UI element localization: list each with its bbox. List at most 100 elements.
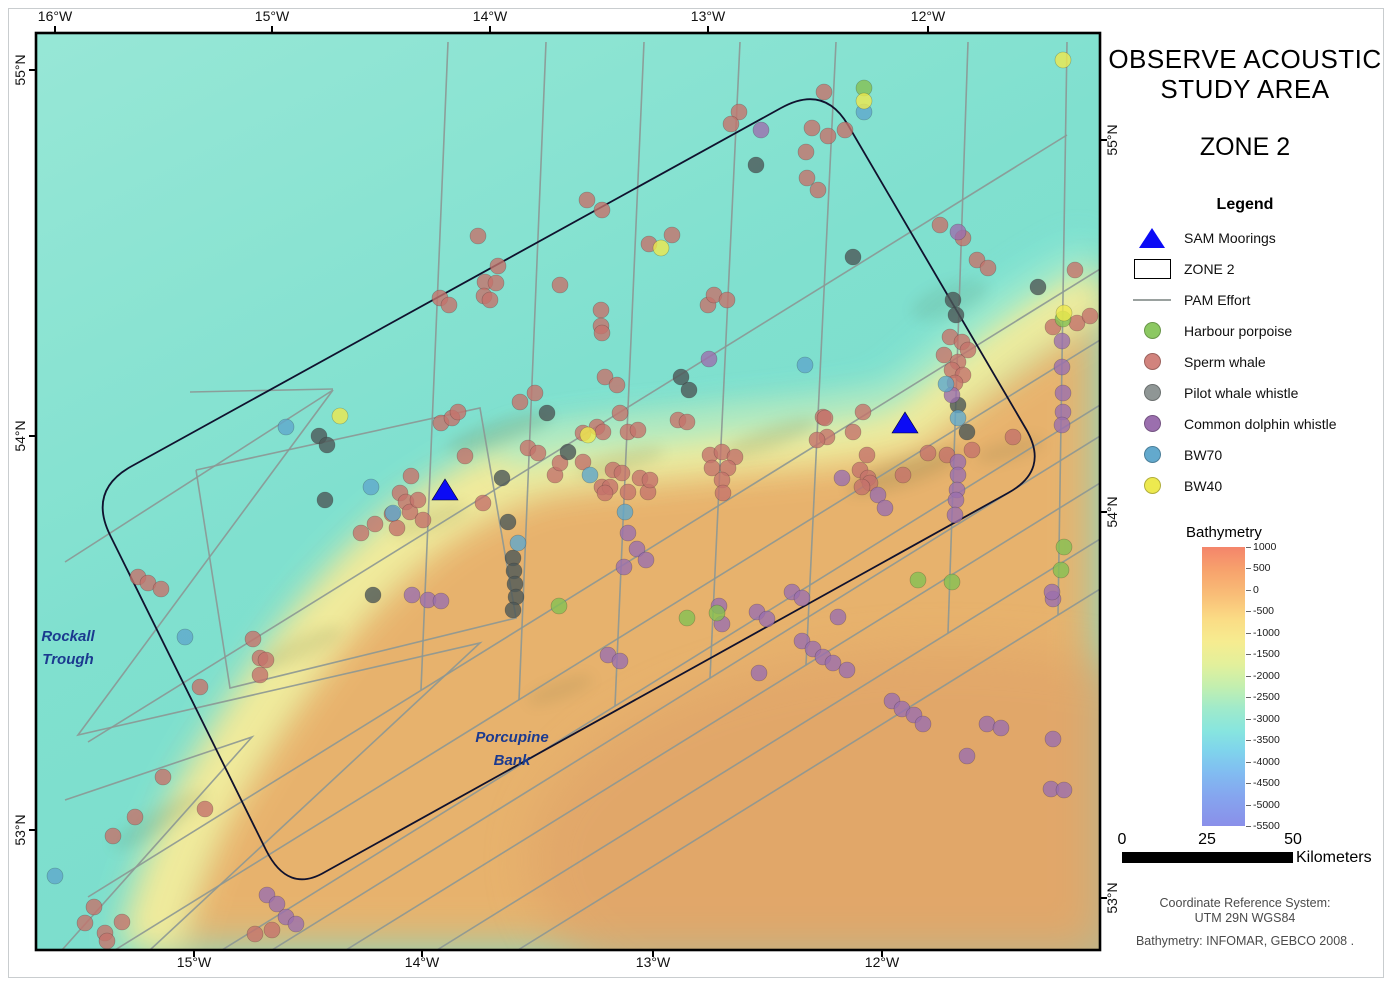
bathymetry-scale-value: 1000 bbox=[1253, 541, 1276, 553]
legend-item-label: Common dolphin whistle bbox=[1184, 416, 1337, 432]
sighting-dot-dolphin bbox=[620, 525, 636, 541]
sighting-dot-sperm bbox=[127, 809, 143, 825]
sighting-dot-sperm bbox=[264, 922, 280, 938]
sighting-dot-sperm bbox=[530, 445, 546, 461]
sighting-dot-bw40 bbox=[1056, 305, 1072, 321]
sighting-dot-sperm bbox=[1067, 262, 1083, 278]
legend-item-label: SAM Moorings bbox=[1184, 230, 1276, 246]
sighting-dot-sperm bbox=[609, 377, 625, 393]
sighting-dot-dolphin bbox=[1045, 731, 1061, 747]
page-title-line1: OBSERVE ACOUSTIC bbox=[1104, 44, 1386, 75]
legend-item-label: ZONE 2 bbox=[1184, 261, 1235, 277]
sighting-dot-dolphin bbox=[959, 748, 975, 764]
sighting-dot-dolphin bbox=[839, 662, 855, 678]
sighting-dot-porpoise bbox=[1053, 562, 1069, 578]
legend-item-sperm: Sperm whale bbox=[1126, 346, 1388, 377]
axis-label-top: 13°W bbox=[691, 8, 725, 24]
scale-bar-value: 25 bbox=[1198, 831, 1216, 849]
sighting-dot-sperm bbox=[595, 424, 611, 440]
bw40-swatch-icon bbox=[1126, 477, 1178, 494]
sighting-dot-sperm bbox=[245, 631, 261, 647]
bathymetry-scale-value: -3500 bbox=[1253, 734, 1280, 746]
bathymetry-scale-tick bbox=[1246, 826, 1251, 827]
sighting-dot-sperm bbox=[932, 217, 948, 233]
sighting-dot-sperm bbox=[679, 414, 695, 430]
sighting-dot-sperm bbox=[594, 202, 610, 218]
sighting-dot-sperm bbox=[490, 258, 506, 274]
sighting-dot-sperm bbox=[552, 277, 568, 293]
bathymetry-scale-tick bbox=[1246, 719, 1251, 720]
sighting-dot-sperm bbox=[855, 404, 871, 420]
sighting-dot-porpoise bbox=[944, 574, 960, 590]
axis-tick bbox=[29, 69, 36, 71]
legend-item-zone2: ZONE 2 bbox=[1126, 253, 1388, 284]
sighting-dot-dolphin bbox=[701, 351, 717, 367]
legend-item-porpoise: Harbour porpoise bbox=[1126, 315, 1388, 346]
sighting-dot-pilot bbox=[748, 157, 764, 173]
moorings-swatch-icon bbox=[1126, 228, 1178, 248]
zone2-swatch-icon bbox=[1126, 259, 1178, 279]
sighting-dot-sperm bbox=[86, 899, 102, 915]
place-label: RockallTrough bbox=[41, 625, 94, 671]
bathymetry-scale-tick bbox=[1246, 740, 1251, 741]
sighting-dot-sperm bbox=[1005, 429, 1021, 445]
sighting-dot-sperm bbox=[77, 915, 93, 931]
bw70-swatch-icon bbox=[1126, 446, 1178, 463]
axis-label-left: 54°N bbox=[12, 420, 28, 451]
bathymetry-scale-value: 500 bbox=[1253, 562, 1271, 574]
bathymetry-scale-tick bbox=[1246, 697, 1251, 698]
dolphin-swatch-icon bbox=[1126, 415, 1178, 432]
sighting-dot-sperm bbox=[799, 170, 815, 186]
sighting-dot-bw70 bbox=[278, 419, 294, 435]
sighting-dot-dolphin bbox=[1055, 385, 1071, 401]
axis-tick bbox=[421, 950, 423, 957]
axis-tick bbox=[489, 26, 491, 33]
axis-tick bbox=[1100, 511, 1107, 513]
bathymetry-scale-tick bbox=[1246, 762, 1251, 763]
scale-bar-value: 50 bbox=[1284, 831, 1302, 849]
sighting-dot-sperm bbox=[719, 292, 735, 308]
sighting-dot-porpoise bbox=[1056, 539, 1072, 555]
legend-item-label: Pilot whale whistle bbox=[1184, 385, 1298, 401]
sighting-dot-sperm bbox=[192, 679, 208, 695]
bathymetry-scale-tick bbox=[1246, 611, 1251, 612]
sighting-dot-sperm bbox=[715, 485, 731, 501]
sighting-dot-pilot bbox=[681, 382, 697, 398]
bathymetry-scale-tick bbox=[1246, 654, 1251, 655]
sighting-dot-sperm bbox=[155, 769, 171, 785]
sighting-dot-dolphin bbox=[948, 492, 964, 508]
sighting-dot-dolphin bbox=[1054, 417, 1070, 433]
sighting-dot-sperm bbox=[859, 447, 875, 463]
sighting-dot-sperm bbox=[642, 472, 658, 488]
sighting-dot-sperm bbox=[252, 667, 268, 683]
sighting-dot-bw40 bbox=[856, 93, 872, 109]
axis-label-top: 14°W bbox=[473, 8, 507, 24]
sighting-dot-pilot bbox=[539, 405, 555, 421]
source-text: Bathymetry: INFOMAR, GEBCO 2008 . bbox=[1104, 934, 1386, 948]
bathymetry-scale-tick bbox=[1246, 633, 1251, 634]
scale-bar bbox=[1122, 852, 1293, 863]
sighting-dot-bw70 bbox=[950, 410, 966, 426]
bathymetry-scale-tick bbox=[1246, 676, 1251, 677]
sighting-dot-sperm bbox=[820, 128, 836, 144]
pilot-swatch-icon bbox=[1126, 384, 1178, 401]
page-title-line2: STUDY AREA bbox=[1104, 74, 1386, 105]
axis-tick bbox=[54, 26, 56, 33]
legend-title: Legend bbox=[1104, 196, 1386, 214]
sighting-dot-pilot bbox=[494, 470, 510, 486]
sighting-dot-pilot bbox=[1030, 279, 1046, 295]
axis-label-left: 53°N bbox=[12, 814, 28, 845]
sighting-dot-sperm bbox=[817, 410, 833, 426]
sighting-dot-dolphin bbox=[877, 500, 893, 516]
sighting-dot-porpoise bbox=[709, 605, 725, 621]
sighting-dot-pilot bbox=[365, 587, 381, 603]
sighting-dot-bw70 bbox=[363, 479, 379, 495]
sighting-dot-sperm bbox=[612, 405, 628, 421]
legend-item-label: BW70 bbox=[1184, 447, 1222, 463]
bathymetry-basemap bbox=[36, 33, 1370, 986]
pam-swatch-icon bbox=[1126, 299, 1178, 301]
bathymetry-scale-value: -500 bbox=[1253, 605, 1274, 617]
crs-text-line1: Coordinate Reference System: bbox=[1104, 896, 1386, 910]
sighting-dot-pilot bbox=[945, 292, 961, 308]
sighting-dot-sperm bbox=[630, 422, 646, 438]
